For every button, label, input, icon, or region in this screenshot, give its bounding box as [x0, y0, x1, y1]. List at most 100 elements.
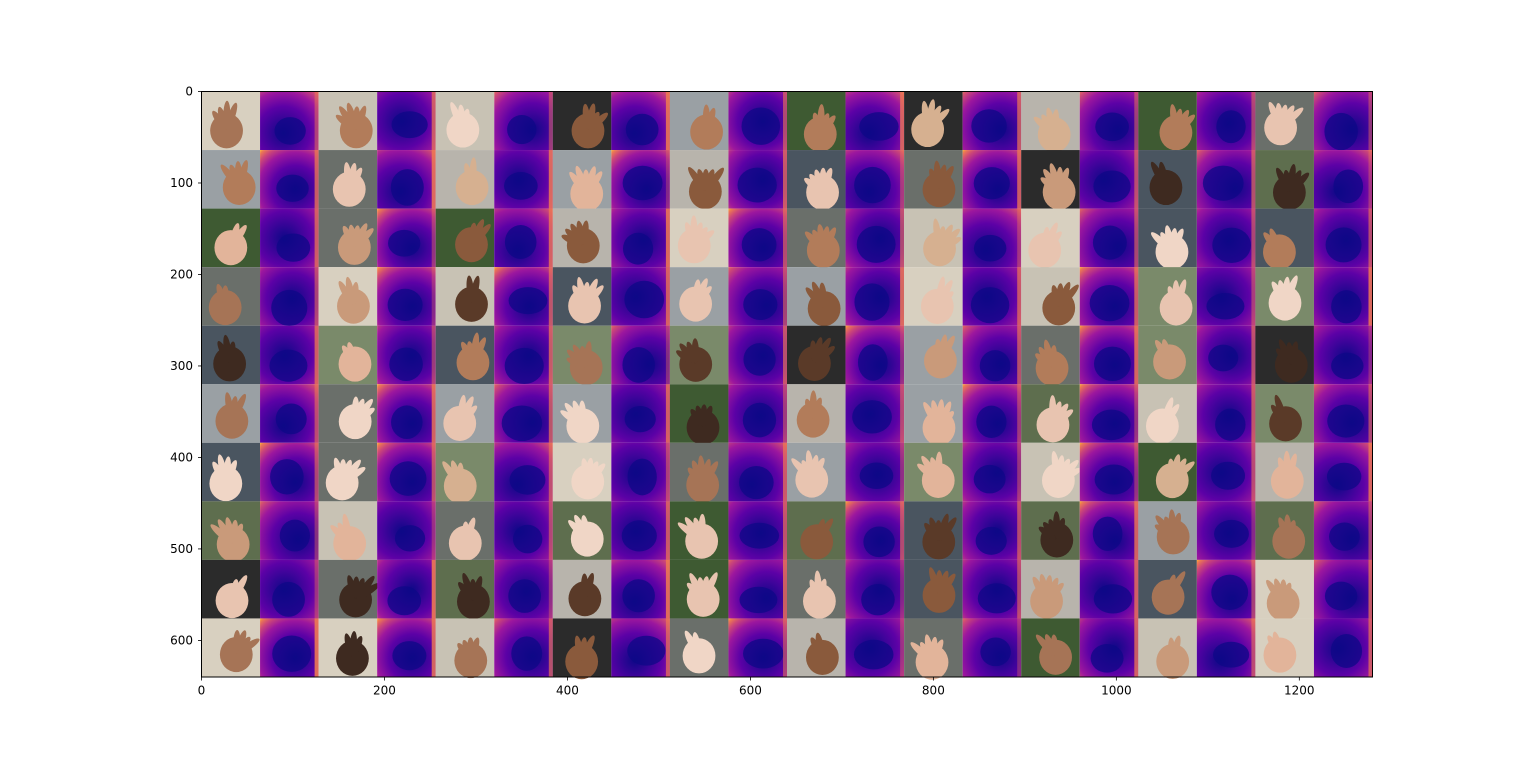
hand-photo-cell — [201, 208, 261, 268]
hand-photo-cell — [904, 150, 963, 209]
depth-hand-region — [743, 289, 778, 321]
depth-map-cell — [1313, 150, 1373, 209]
depth-map-cell — [260, 384, 319, 443]
depth-map-cell — [1079, 267, 1139, 326]
hand-photo-cell — [552, 267, 612, 326]
depth-hand-region — [973, 167, 1010, 200]
depth-map-cell — [611, 559, 670, 619]
hand-photo-cell — [669, 267, 729, 326]
depth-map-cell — [1079, 501, 1139, 560]
depth-hand-region — [973, 464, 1006, 494]
depth-map-cell — [1196, 208, 1256, 268]
hand-finger — [704, 169, 715, 191]
hand-finger — [349, 167, 363, 189]
hand-photo-cell — [552, 501, 612, 560]
hand-finger — [356, 582, 381, 600]
hand-photo-cell — [904, 208, 963, 268]
depth-hand-region — [1333, 169, 1364, 204]
hand-finger — [232, 575, 248, 600]
depth-hand-region — [1330, 634, 1363, 668]
depth-hand-region — [1211, 461, 1246, 490]
hand-finger — [470, 275, 480, 303]
hand-finger — [578, 400, 586, 425]
depth-hand-region — [624, 405, 656, 433]
hand-photo-cell — [318, 559, 381, 619]
depth-map-cell — [260, 559, 319, 619]
x-tick-label: 400 — [556, 684, 579, 698]
depth-hand-region — [509, 465, 546, 495]
hand-photo-cell — [1021, 91, 1080, 153]
hand-photo-cell — [201, 559, 261, 619]
depth-map-cell — [962, 442, 1022, 502]
depth-hand-region — [980, 637, 1011, 667]
depth-hand-region — [853, 639, 894, 670]
image-grid — [201, 91, 1373, 680]
hand-photo-cell — [669, 150, 729, 210]
depth-hand-region — [1213, 641, 1250, 668]
hand-finger — [1284, 275, 1298, 302]
hand-finger — [1286, 453, 1297, 480]
x-tick-label: 200 — [373, 684, 396, 698]
depth-map-cell — [1196, 618, 1256, 677]
hand-finger — [705, 107, 716, 131]
depth-map-cell — [494, 442, 553, 502]
depth-hand-region — [859, 112, 899, 141]
depth-map-cell — [962, 150, 1022, 209]
hand-palm — [455, 169, 489, 206]
hand-finger — [581, 220, 589, 245]
depth-hand-region — [859, 462, 894, 490]
depth-map-cell — [377, 384, 436, 443]
hand-photo-cell — [435, 501, 495, 561]
depth-hand-region — [272, 581, 305, 617]
hand-finger — [585, 285, 604, 306]
depth-map-cell — [1079, 91, 1139, 151]
hand-photo-cell — [787, 91, 846, 152]
hand-photo-cell — [787, 618, 846, 677]
hand-photo-cell — [787, 384, 846, 443]
depth-map-cell — [377, 442, 436, 502]
depth-hand-region — [852, 400, 892, 434]
hand-photo-cell — [1255, 559, 1314, 621]
depth-hand-region — [854, 283, 890, 321]
hand-palm — [1272, 523, 1306, 559]
depth-map-cell — [962, 91, 1022, 151]
hand-finger — [811, 457, 825, 480]
hand-palm — [448, 525, 482, 561]
hand-finger — [472, 224, 491, 244]
hand-finger — [1055, 517, 1066, 539]
depth-hand-region — [1216, 110, 1246, 144]
depth-hand-region — [739, 522, 780, 549]
hand-photo-cell — [435, 442, 495, 504]
depth-hand-region — [279, 519, 310, 552]
hand-photo-cell — [904, 325, 963, 385]
depth-hand-region — [511, 636, 543, 671]
hand-palm — [1159, 290, 1193, 326]
depth-map-cell — [1313, 325, 1373, 385]
hand-photo-cell — [1138, 442, 1197, 502]
y-tick-label: 100 — [170, 176, 193, 190]
depth-hand-region — [741, 228, 777, 262]
hand-finger — [347, 342, 357, 364]
hand-finger — [815, 632, 824, 657]
hand-photo-cell — [1138, 267, 1197, 326]
depth-map-cell — [728, 442, 787, 502]
hand-finger — [1168, 571, 1186, 597]
depth-hand-region — [739, 586, 778, 614]
hand-photo-cell — [201, 618, 261, 677]
hand-photo-cell — [552, 442, 612, 502]
hand-finger — [464, 517, 476, 543]
depth-map-cell — [377, 618, 436, 677]
depth-hand-region — [512, 524, 543, 554]
depth-map-cell — [1196, 559, 1256, 619]
hand-finger — [588, 112, 609, 131]
hand-finger — [938, 513, 949, 541]
hand-finger — [238, 160, 248, 187]
depth-map-cell — [611, 618, 670, 677]
depth-hand-region — [624, 280, 665, 319]
hand-finger — [1279, 104, 1288, 127]
hand-photo-cell — [201, 442, 261, 502]
hand-finger — [1051, 109, 1059, 134]
depth-hand-region — [388, 229, 421, 257]
depth-map-cell — [962, 384, 1022, 443]
hand-photo-cell — [552, 208, 612, 268]
